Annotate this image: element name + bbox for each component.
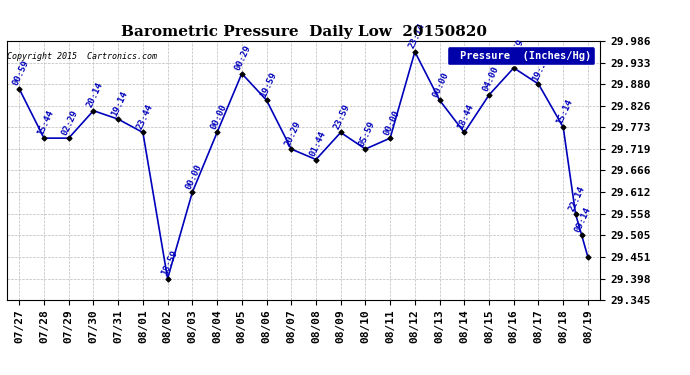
Text: 19:59: 19:59 <box>258 70 278 99</box>
Point <box>576 232 587 238</box>
Point <box>558 124 569 130</box>
Text: 23:14: 23:14 <box>406 22 426 50</box>
Point <box>286 146 297 152</box>
Text: 22:14: 22:14 <box>567 184 587 212</box>
Text: 00:00: 00:00 <box>382 108 402 136</box>
Text: 00:59: 00:59 <box>11 59 30 87</box>
Point <box>14 86 25 92</box>
Point <box>570 211 581 217</box>
Point <box>112 116 124 122</box>
Point <box>335 129 346 135</box>
Title: Barometric Pressure  Daily Low  20150820: Barometric Pressure Daily Low 20150820 <box>121 25 486 39</box>
Text: 01:44: 01:44 <box>308 130 327 158</box>
Text: 20:29: 20:29 <box>283 119 303 147</box>
Text: 15:14: 15:14 <box>555 98 575 126</box>
Point <box>212 129 223 135</box>
Text: 00:00: 00:00 <box>209 103 228 131</box>
Text: 05:59: 05:59 <box>357 119 377 147</box>
Point <box>409 49 420 55</box>
Point <box>582 254 593 260</box>
Point <box>187 189 198 195</box>
Point <box>63 135 75 141</box>
Point <box>310 156 322 162</box>
Text: 04:00: 04:00 <box>481 65 500 93</box>
Text: 18:59: 18:59 <box>159 249 179 277</box>
Point <box>39 135 50 141</box>
Text: 23:59: 23:59 <box>333 103 352 131</box>
Text: 18:44: 18:44 <box>456 103 475 131</box>
Text: 18:59: 18:59 <box>506 38 525 66</box>
Point <box>360 146 371 152</box>
Legend: Pressure  (Inches/Hg): Pressure (Inches/Hg) <box>447 46 595 65</box>
Text: 23:44: 23:44 <box>135 103 155 131</box>
Point <box>88 108 99 114</box>
Text: 15:44: 15:44 <box>36 108 55 136</box>
Point <box>459 129 470 135</box>
Text: 09:14: 09:14 <box>573 206 593 234</box>
Point <box>236 70 247 76</box>
Point <box>484 92 495 98</box>
Text: 00:00: 00:00 <box>431 70 451 99</box>
Point <box>137 129 148 135</box>
Point <box>434 97 445 103</box>
Point <box>261 97 272 103</box>
Text: Copyright 2015  Cartronics.com: Copyright 2015 Cartronics.com <box>7 52 157 61</box>
Text: 00:00: 00:00 <box>184 162 204 190</box>
Text: 02:29: 02:29 <box>61 108 80 136</box>
Point <box>509 65 520 71</box>
Text: 19:14: 19:14 <box>110 89 130 117</box>
Point <box>162 276 173 282</box>
Point <box>384 135 395 141</box>
Point <box>533 81 544 87</box>
Text: 20:14: 20:14 <box>86 81 105 109</box>
Text: 00:29: 00:29 <box>234 44 253 72</box>
Text: 19:14: 19:14 <box>531 54 550 82</box>
